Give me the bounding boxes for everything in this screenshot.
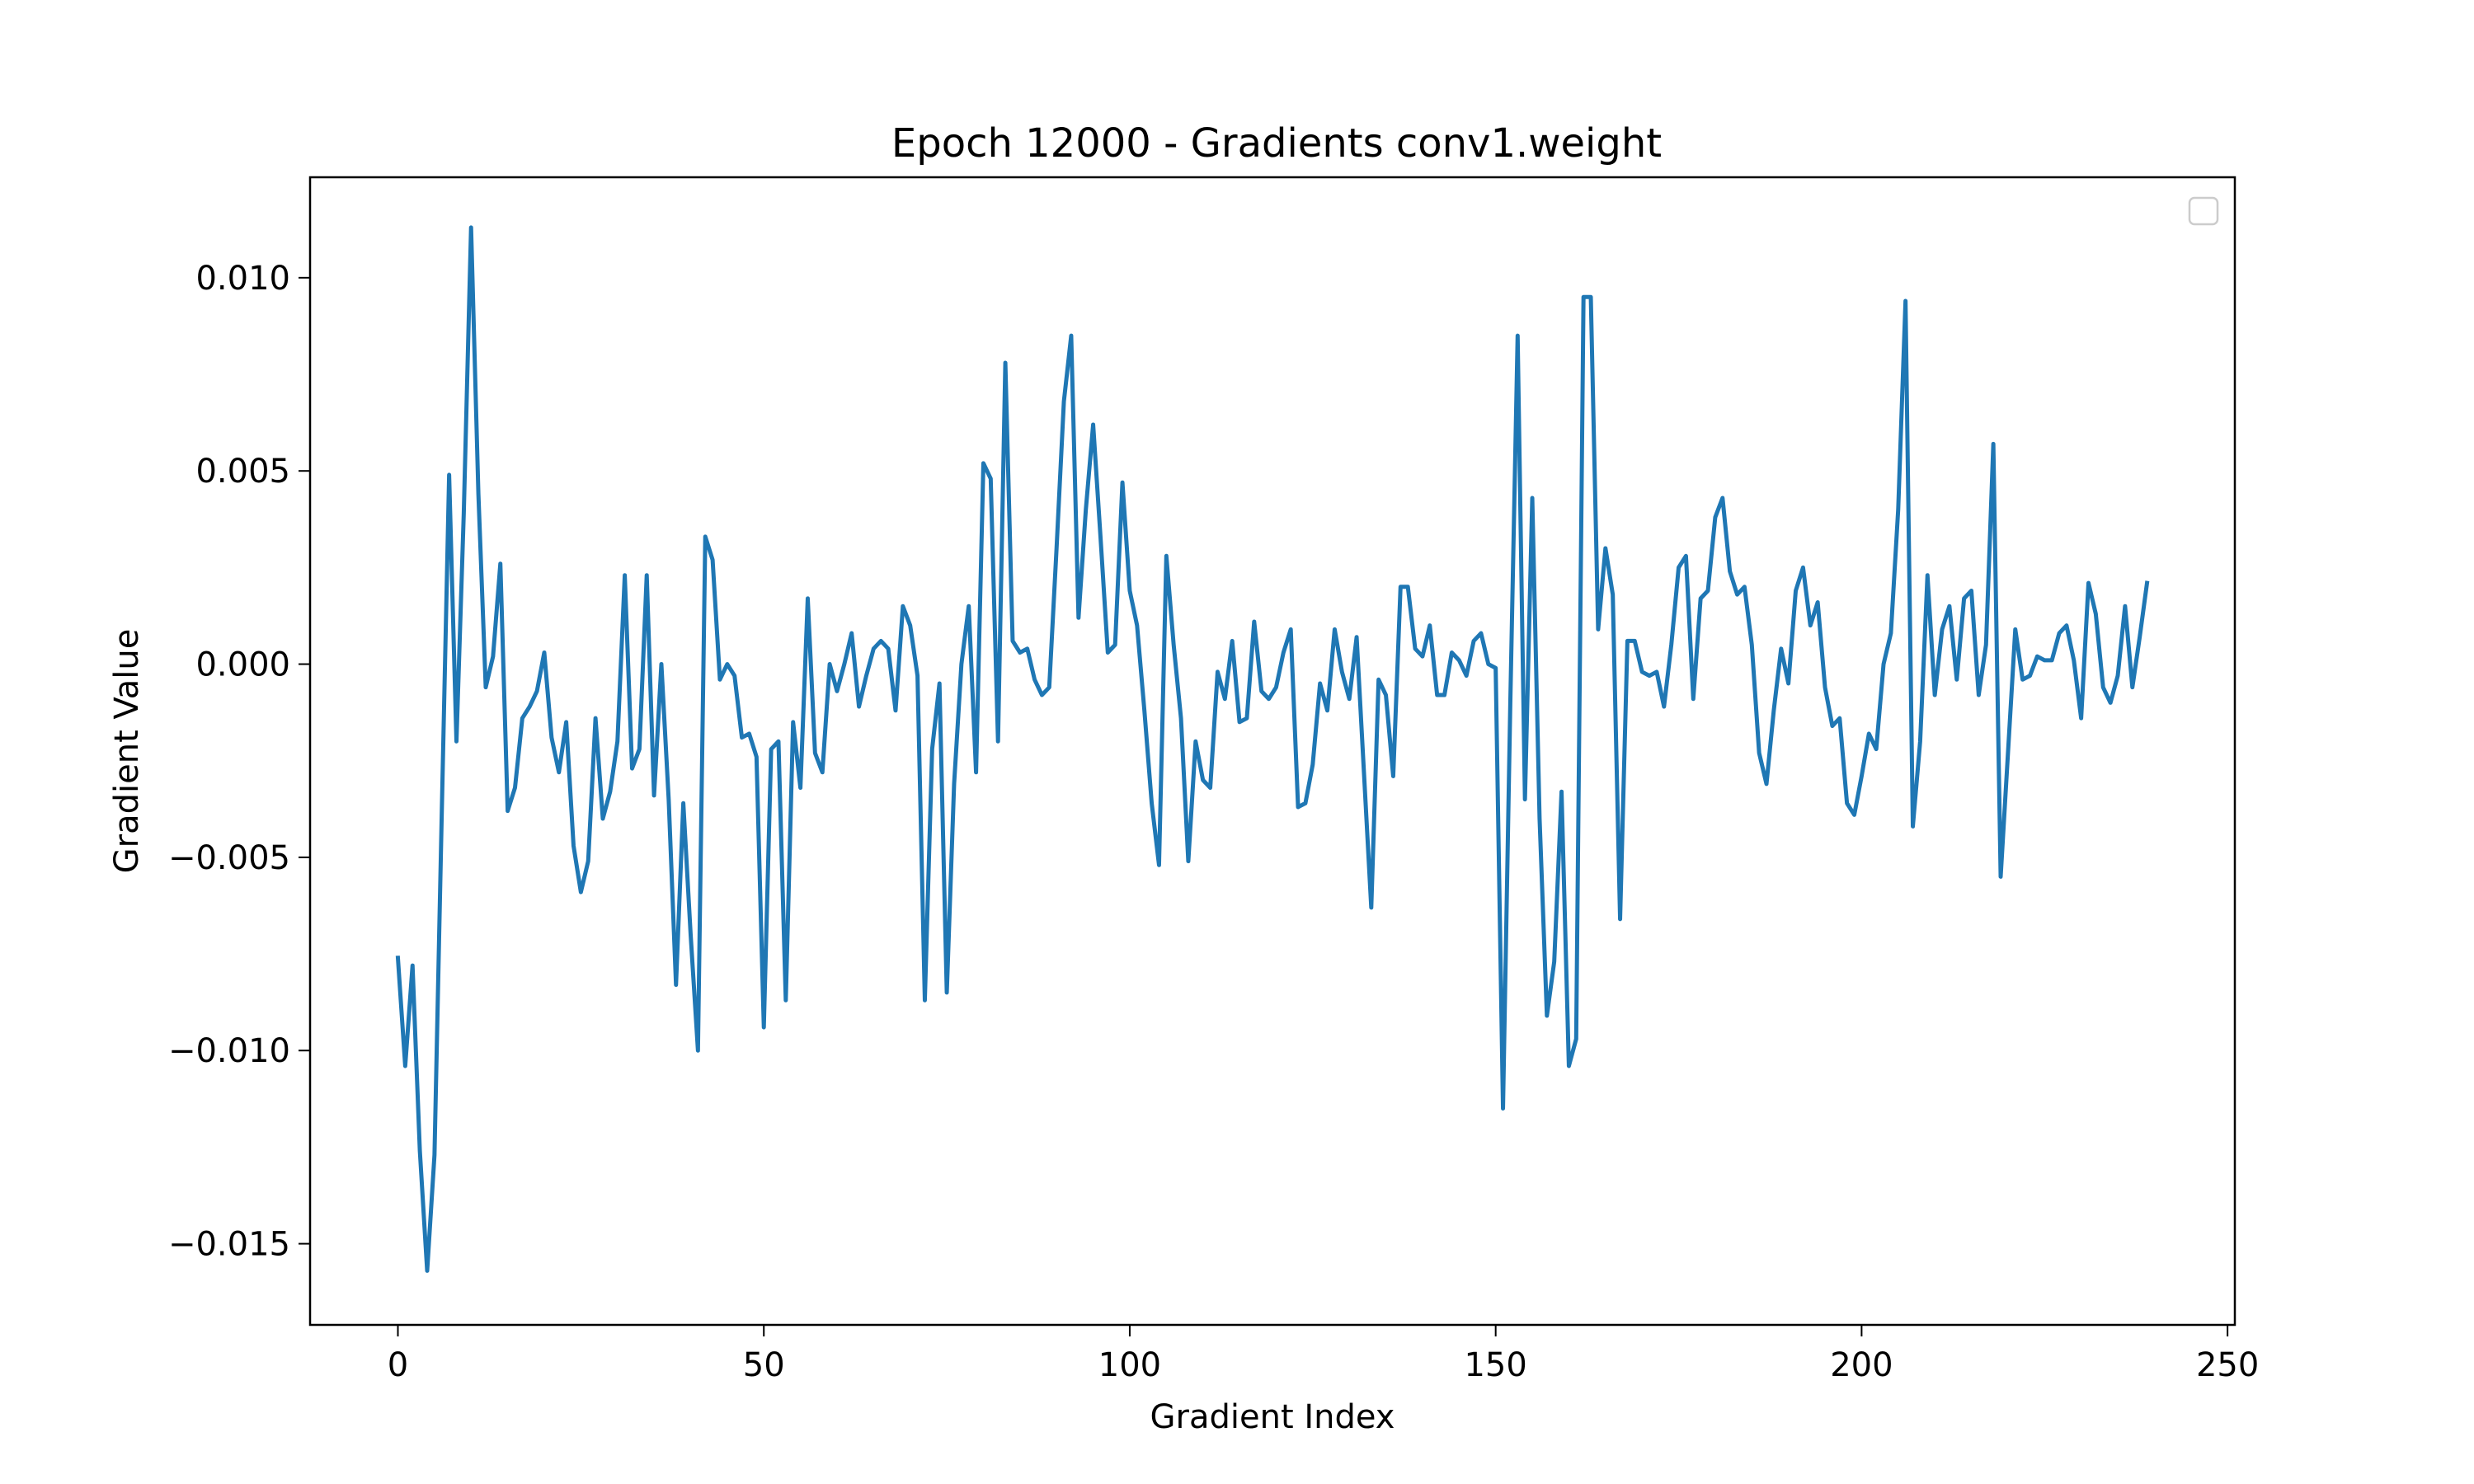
series-layer	[395, 225, 2150, 1273]
x-tick-label: 200	[1830, 1346, 1893, 1384]
x-tick-label: 150	[1464, 1346, 1526, 1384]
legend-box	[2188, 196, 2219, 226]
y-tick-label: 0.010	[195, 260, 290, 298]
chart-title: Epoch 12000 - Gradients conv1.weight	[891, 120, 1662, 167]
x-tick-label: 50	[743, 1346, 785, 1384]
axes-frame	[308, 176, 2236, 1327]
x-tick-label: 250	[2196, 1346, 2259, 1384]
y-tick-label: 0.000	[195, 646, 290, 684]
y-tick-label: 0.005	[195, 453, 290, 491]
y-tick-label: −0.005	[168, 839, 290, 877]
y-tick-label: −0.010	[168, 1032, 290, 1070]
gradient-series-line	[395, 225, 2150, 1273]
x-axis: 0 50 100 150 200 250	[388, 1325, 2259, 1384]
x-axis-label: Gradient Index	[1150, 1398, 1395, 1436]
x-tick-label: 100	[1098, 1346, 1161, 1384]
y-axis-label: Gradient Value	[108, 629, 146, 874]
y-axis: −0.015 −0.010 −0.005 0.000 0.005 0.010	[168, 260, 310, 1264]
y-tick-label: −0.015	[168, 1226, 290, 1264]
x-tick-label: 0	[388, 1346, 408, 1384]
